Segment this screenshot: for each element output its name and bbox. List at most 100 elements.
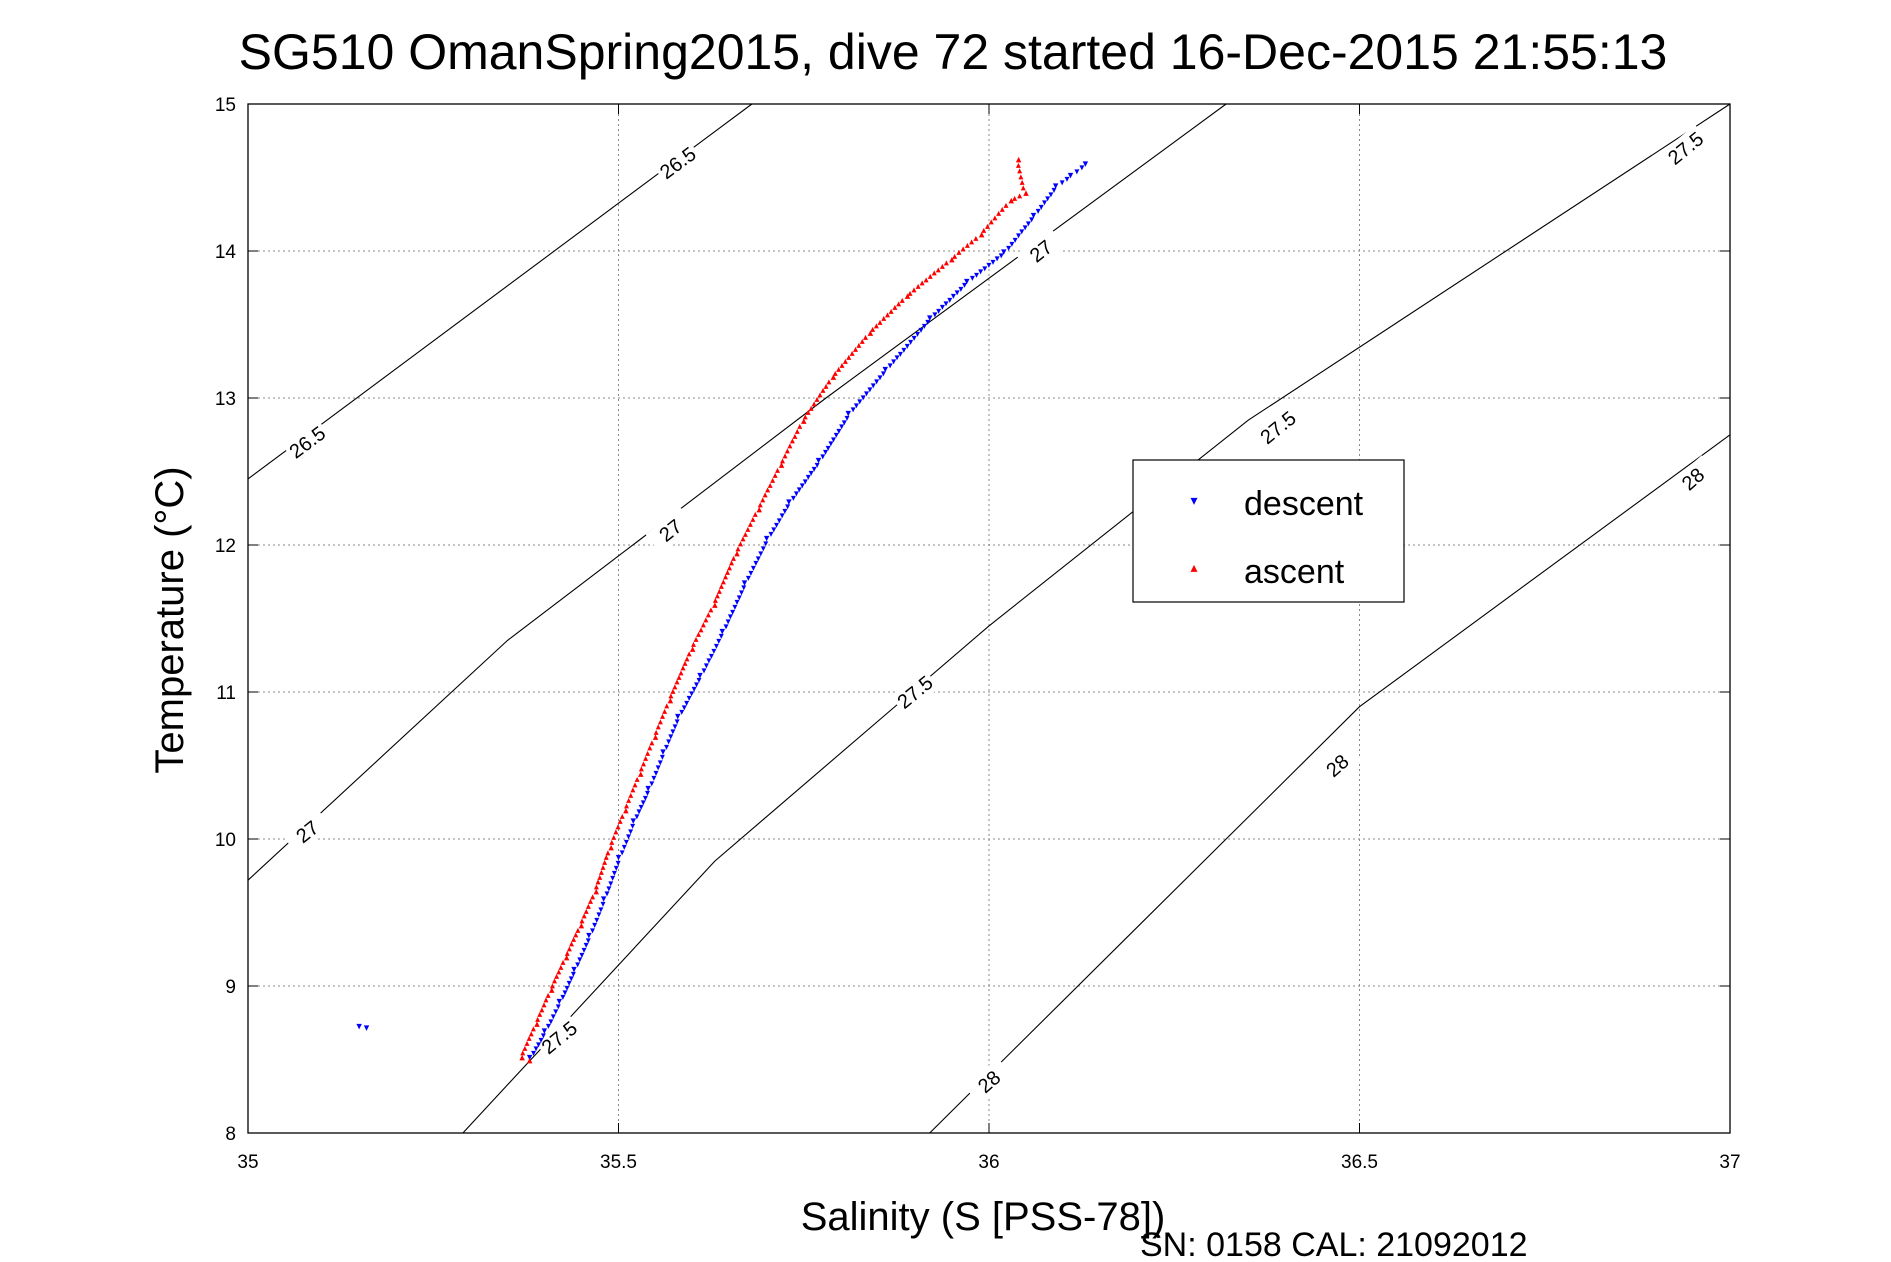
data-point-ascent: ▴ (820, 385, 825, 396)
data-point-ascent: ▴ (863, 332, 868, 343)
data-point-descent: ▾ (605, 889, 610, 900)
data-point-ascent: ▴ (628, 790, 633, 801)
data-point-ascent: ▴ (656, 722, 661, 733)
data-point-ascent: ▴ (539, 1004, 544, 1015)
data-point-descent: ▾ (962, 280, 967, 291)
data-point-descent: ▾ (925, 317, 930, 328)
data-point-ascent: ▴ (696, 629, 701, 640)
data-point-ascent: ▴ (736, 543, 741, 554)
data-point-ascent: ▴ (694, 634, 699, 645)
contour-label-bg (282, 419, 333, 465)
data-point-descent: ▾ (571, 963, 577, 975)
data-point-ascent: ▴ (596, 877, 601, 888)
grid-layer (248, 104, 1730, 1133)
data-point-ascent: ▴ (599, 867, 604, 878)
data-point-descent: ▾ (836, 426, 841, 437)
data-point-descent: ▾ (639, 802, 644, 813)
data-point-ascent: ▴ (535, 1014, 540, 1025)
data-point-ascent: ▴ (683, 658, 688, 669)
data-point-ascent: ▴ (550, 980, 555, 991)
y-tick-label: 11 (216, 683, 236, 704)
data-point-ascent: ▴ (552, 976, 557, 987)
data-point-descent: ▾ (723, 621, 728, 632)
x-tick-label: 35 (237, 1152, 258, 1173)
data-point-descent: ▾ (922, 321, 927, 332)
data-point-ascent: ▴ (1023, 187, 1029, 199)
data-point-descent: ▾ (641, 797, 646, 808)
x-tick-label: 35.5 (600, 1152, 637, 1173)
data-point-ascent: ▴ (860, 336, 865, 347)
data-point-ascent: ▴ (597, 872, 602, 883)
data-point-ascent: ▴ (839, 360, 844, 371)
data-point-descent: ▾ (584, 940, 589, 951)
axes-frame (247, 103, 1731, 1134)
data-point-descent: ▾ (999, 250, 1004, 261)
data-point-descent: ▾ (874, 377, 879, 388)
data-point-ascent: ▴ (868, 327, 874, 339)
data-point-ascent: ▴ (949, 253, 955, 265)
data-point-ascent: ▴ (664, 701, 669, 712)
data-point-ascent: ▴ (996, 208, 1001, 219)
data-point-descent: ▾ (915, 329, 920, 340)
data-point-descent: ▾ (974, 270, 979, 281)
data-point-descent: ▾ (782, 506, 787, 517)
data-point-descent: ▾ (764, 533, 770, 545)
data-point-ascent: ▴ (618, 816, 623, 827)
data-point-ascent: ▴ (712, 599, 718, 611)
data-point-descent: ▾ (575, 960, 580, 971)
data-point-descent: ▾ (651, 773, 656, 784)
data-point-descent: ▾ (739, 587, 744, 598)
y-tick-label: 8 (225, 1124, 236, 1145)
data-point-descent: ▾ (719, 625, 725, 637)
data-point-ascent: ▴ (826, 376, 831, 387)
data-point-descent: ▾ (679, 707, 684, 718)
data-point-descent: ▾ (816, 455, 822, 467)
data-point-descent: ▾ (694, 680, 699, 691)
data-point-descent: ▾ (719, 631, 724, 642)
data-point-descent: ▾ (571, 969, 576, 980)
data-point-ascent: ▴ (779, 459, 785, 471)
data-point-descent: ▾ (970, 273, 975, 284)
y-tick-label: 15 (215, 95, 236, 116)
data-point-ascent: ▴ (973, 233, 978, 244)
data-point-ascent: ▴ (658, 716, 663, 727)
data-point-descent: ▾ (684, 698, 689, 709)
data-point-ascent: ▴ (639, 764, 644, 775)
data-point-ascent: ▴ (1004, 200, 1009, 211)
data-point-ascent: ▴ (549, 984, 555, 996)
data-point-descent: ▾ (579, 950, 584, 961)
data-point-descent: ▾ (689, 689, 694, 700)
data-point-descent: ▾ (586, 935, 591, 946)
data-point-descent: ▾ (851, 405, 856, 416)
data-point-descent: ▾ (656, 763, 661, 774)
data-point-ascent: ▴ (605, 847, 610, 858)
data-point-descent: ▾ (1060, 177, 1065, 188)
data-point-descent: ▾ (534, 1044, 539, 1055)
data-point-descent: ▾ (809, 468, 814, 479)
legend-marker-ascent: ▴ (1190, 559, 1197, 575)
data-point-ascent: ▴ (1008, 195, 1014, 207)
data-point-descent: ▾ (553, 1007, 558, 1018)
data-point-descent: ▾ (714, 641, 719, 652)
data-point-descent: ▾ (828, 439, 833, 450)
data-point-ascent: ▴ (908, 288, 913, 299)
data-point-ascent: ▴ (708, 605, 713, 616)
data-point-ascent: ▴ (527, 1033, 532, 1044)
data-point-ascent: ▴ (1018, 171, 1023, 182)
data-point-descent: ▾ (711, 646, 716, 657)
data-point-ascent: ▴ (833, 368, 838, 379)
x-axis-label: Salinity (S [PSS-78]) (801, 1195, 1166, 1239)
data-point-descent: ▾ (1065, 174, 1070, 185)
contour-label-bg (1668, 455, 1718, 503)
data-point-descent: ▾ (834, 430, 839, 441)
data-point-descent: ▾ (797, 485, 802, 496)
data-point-ascent: ▴ (758, 499, 763, 510)
data-point-descent: ▾ (844, 413, 849, 424)
data-point-ascent: ▴ (649, 737, 654, 748)
data-point-ascent: ▴ (809, 403, 814, 414)
data-point-ascent: ▴ (768, 480, 773, 491)
data-point-ascent: ▴ (795, 426, 800, 437)
data-point-ascent: ▴ (725, 567, 730, 578)
data-point-ascent: ▴ (763, 490, 768, 501)
data-point-ascent: ▴ (734, 547, 740, 559)
